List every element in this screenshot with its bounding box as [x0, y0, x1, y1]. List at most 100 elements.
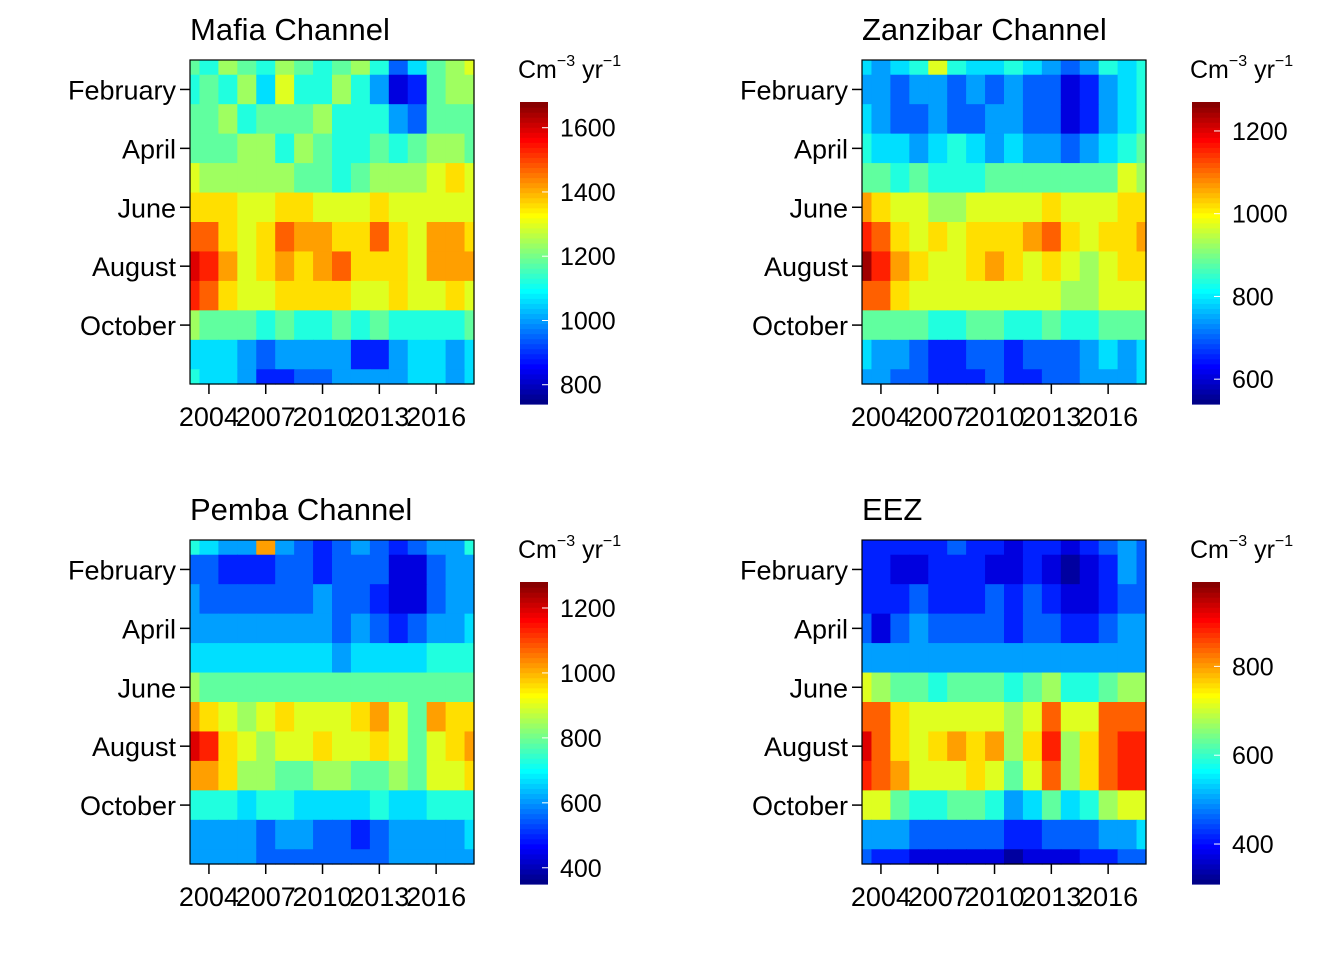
- colorbar-segment: [520, 758, 548, 764]
- heatmap-cell: [407, 554, 428, 585]
- heatmap-cell: [199, 369, 219, 385]
- colorbar-segment: [1192, 722, 1220, 729]
- heatmap-cell: [294, 339, 314, 370]
- heatmap-cell: [388, 731, 409, 762]
- heatmap-cell: [1004, 192, 1024, 223]
- heatmap-cell: [313, 163, 333, 194]
- heatmap-cell: [464, 760, 475, 791]
- colorbar-segment: [520, 258, 548, 264]
- colorbar-segment: [1192, 597, 1220, 603]
- heatmap-cell: [1041, 222, 1062, 253]
- legend-title: Cm−3 yr−1: [518, 53, 621, 84]
- heatmap-cell: [1136, 369, 1147, 385]
- colorbar-segment: [1192, 727, 1220, 734]
- heatmap-cell: [369, 731, 390, 762]
- colorbar-tick-label: 1600: [560, 115, 616, 143]
- colorbar-segment: [1192, 828, 1220, 835]
- colorbar-segment: [1192, 242, 1220, 249]
- heatmap-cell: [871, 192, 891, 223]
- colorbar-segment: [520, 843, 548, 850]
- heatmap-cell: [890, 643, 910, 674]
- heatmap-cell: [388, 584, 409, 615]
- heatmap-cell: [985, 163, 1005, 194]
- colorbar-tick-label: 1000: [560, 660, 616, 688]
- heatmap-cell: [369, 60, 390, 76]
- colorbar-segment: [1192, 323, 1220, 330]
- heatmap-cell: [275, 554, 295, 585]
- heatmap-cell: [294, 163, 314, 194]
- colorbar-segment: [1192, 197, 1220, 204]
- heatmap-cell: [909, 251, 929, 282]
- panel-zanzibar: Zanzibar Channel February April June August O…: [740, 12, 1293, 432]
- heatmap-cell: [350, 540, 371, 556]
- heatmap-cell: [426, 702, 447, 733]
- heatmap-cell: [313, 251, 333, 282]
- colorbar-tick-label: 800: [1232, 283, 1274, 311]
- heatmap-cell: [237, 369, 257, 385]
- heatmap-cell: [1022, 731, 1043, 762]
- heatmap-cell: [1136, 133, 1147, 164]
- heatmap-cell: [407, 584, 428, 615]
- heatmap-cell: [1022, 849, 1043, 865]
- heatmap-cell: [966, 672, 986, 703]
- heatmap-cell: [1060, 643, 1081, 674]
- colorbar-segment: [1192, 738, 1220, 744]
- heatmap-cell: [1079, 339, 1100, 370]
- colorbar-tick-label: 800: [1232, 653, 1274, 681]
- heatmap-cell: [1136, 339, 1147, 370]
- colorbar-segment: [520, 212, 548, 219]
- heatmap-cell: [294, 584, 314, 615]
- heatmap-cell: [332, 369, 352, 385]
- colorbar-segment: [1192, 602, 1220, 608]
- heatmap-cell: [1060, 251, 1081, 282]
- heatmap-cell: [890, 672, 910, 703]
- x-tick-label: 2007: [236, 402, 296, 432]
- heatmap-cell: [1041, 310, 1062, 341]
- heatmap-cell: [1060, 339, 1081, 370]
- colorbar-segment: [1192, 778, 1220, 784]
- plot-frame: [861, 539, 1147, 865]
- heatmap-cell: [928, 731, 948, 762]
- heatmap-cell: [1098, 672, 1119, 703]
- colorbar-segment: [520, 102, 548, 108]
- colorbar-segment: [1192, 363, 1220, 370]
- heatmap-cells: [190, 60, 475, 385]
- heatmap-cell: [1136, 819, 1147, 850]
- heatmap-cell: [313, 790, 333, 821]
- colorbar-segment: [520, 227, 548, 234]
- heatmap-cell: [1098, 643, 1119, 674]
- colorbar-segment: [1192, 798, 1220, 805]
- heatmap-cell: [350, 192, 371, 223]
- panel-title: EEZ: [862, 492, 922, 527]
- heatmap-cell: [985, 849, 1005, 865]
- heatmap-cell: [1079, 74, 1100, 105]
- heatmap-cell: [388, 613, 409, 644]
- heatmap-cell: [190, 672, 201, 703]
- heatmap-cell: [199, 339, 219, 370]
- heatmap-cell: [199, 702, 219, 733]
- heatmap-cell: [445, 849, 466, 865]
- heatmap-cell: [1098, 280, 1119, 311]
- heatmap-cell: [1060, 584, 1081, 615]
- heatmap-cell: [1022, 74, 1043, 105]
- colorbar-segment: [520, 157, 548, 163]
- heatmap-cell: [871, 554, 891, 585]
- heatmap-cell: [464, 819, 475, 850]
- heatmap-cell: [890, 280, 910, 311]
- heatmap-cell: [332, 702, 352, 733]
- heatmap-cell: [966, 192, 986, 223]
- colorbar-segment: [520, 622, 548, 628]
- heatmap-cell: [947, 74, 967, 105]
- colorbar-segment: [520, 672, 548, 679]
- colorbar-segment: [520, 722, 548, 729]
- colorbar-segment: [520, 738, 548, 744]
- heatmap-cell: [985, 702, 1005, 733]
- heatmap-cell: [966, 163, 986, 194]
- heatmap-cell: [909, 104, 929, 135]
- heatmap-cell: [947, 192, 967, 223]
- heatmap-cell: [871, 643, 891, 674]
- colorbar-segment: [1192, 607, 1220, 613]
- heatmap-cell: [947, 222, 967, 253]
- colorbar-segment: [520, 293, 548, 299]
- heatmap-cell: [369, 643, 390, 674]
